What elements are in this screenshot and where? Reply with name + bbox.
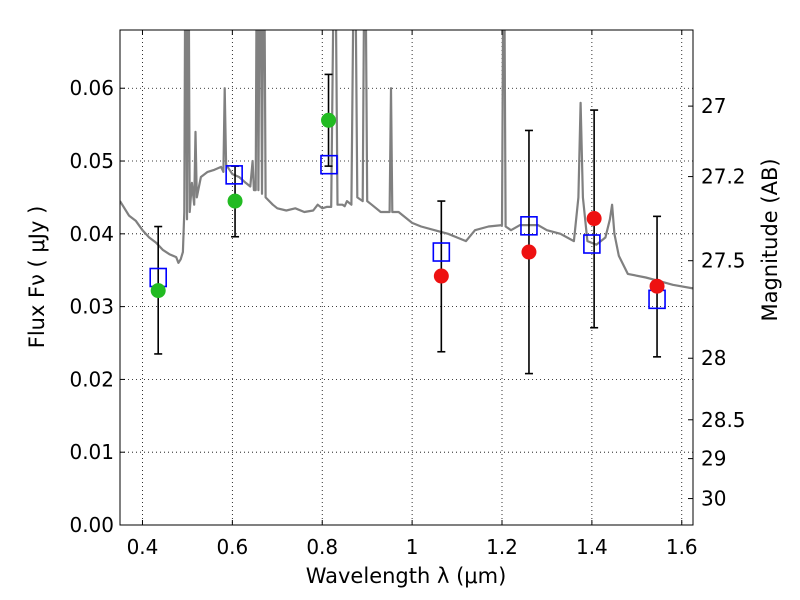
magnitude-ticks: 27 27.2 27.5 28 28.5 29 30 xyxy=(688,94,746,511)
y-tick-label: 0.04 xyxy=(69,222,114,246)
magnitude-tick-label: 27 xyxy=(701,94,726,118)
model-band-square xyxy=(583,234,601,254)
y-tick-label: 0.06 xyxy=(69,76,114,100)
magnitude-tick-label: 28.5 xyxy=(701,408,746,432)
data-markers xyxy=(149,112,666,310)
x-tick-label: 1.6 xyxy=(666,535,698,559)
y-tick-label: 0.05 xyxy=(69,149,114,173)
nir-flux-point xyxy=(433,268,449,284)
y-ticks: 0.00 0.01 0.02 0.03 0.04 0.05 0.06 xyxy=(69,76,125,537)
x-tick-label: 1 xyxy=(406,535,419,559)
x-axis-label: Wavelength λ (μm) xyxy=(306,564,507,588)
magnitude-tick-label: 27.2 xyxy=(701,165,746,189)
y-tick-label: 0.01 xyxy=(69,440,114,464)
x-tick-label: 0.4 xyxy=(127,535,159,559)
x-tick-label: 1.4 xyxy=(576,535,608,559)
y-axis-label: Flux Fν ( μJy ) xyxy=(25,206,49,349)
model-band-square xyxy=(225,165,243,185)
magnitude-tick-label: 30 xyxy=(701,487,726,511)
magnitude-tick-label: 27.5 xyxy=(701,249,746,273)
plot-frame xyxy=(119,29,694,526)
optical-flux-point xyxy=(227,193,243,209)
y-tick-label: 0.00 xyxy=(69,513,114,537)
model-band-square xyxy=(320,154,338,175)
x-ticks: 0.4 0.6 0.8 1 1.2 1.4 1.6 xyxy=(127,30,698,559)
x-tick-label: 0.6 xyxy=(216,535,248,559)
nir-flux-point xyxy=(649,278,665,294)
nir-flux-point xyxy=(586,211,602,227)
magnitude-tick-label: 29 xyxy=(701,447,726,471)
nir-flux-point xyxy=(521,244,537,260)
model-band-square xyxy=(432,242,451,262)
y-tick-label: 0.02 xyxy=(69,367,114,391)
optical-flux-point xyxy=(150,283,166,299)
x-tick-label: 1.2 xyxy=(486,535,518,559)
optical-flux-point xyxy=(321,112,337,128)
model-spectrum-layer xyxy=(120,30,693,290)
model-spectrum-line xyxy=(120,30,693,290)
x-tick-label: 0.8 xyxy=(306,535,338,559)
magnitude-tick-label: 28 xyxy=(701,346,726,370)
y-tick-label: 0.03 xyxy=(69,295,114,319)
model-band-square xyxy=(520,216,538,236)
grid xyxy=(120,30,693,526)
magnitude-axis-label: Magnitude (AB) xyxy=(758,158,782,321)
